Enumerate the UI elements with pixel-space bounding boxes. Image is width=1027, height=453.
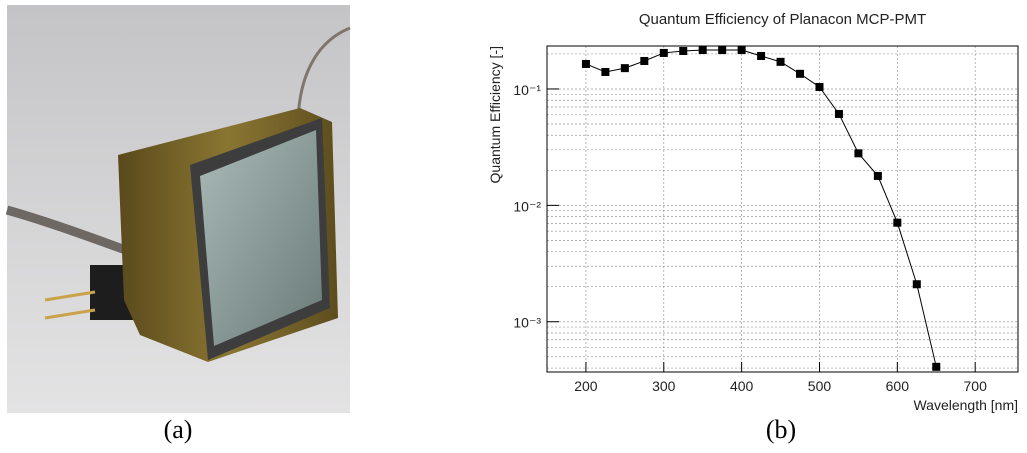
- y-axis-label: Quantum Efficiency [-]: [487, 46, 503, 183]
- chart-title: Quantum Efficiency of Planacon MCP-PMT: [639, 11, 926, 28]
- plot-frame: [546, 45, 1019, 373]
- marker: [679, 46, 688, 55]
- marker: [893, 218, 902, 227]
- marker: [834, 109, 843, 118]
- y-tick-label: 10⁻³: [513, 315, 541, 331]
- glass-window: [200, 130, 322, 346]
- pin: [44, 290, 96, 302]
- marker: [737, 46, 746, 55]
- marker: [659, 48, 668, 57]
- x-tick-label: 400: [730, 378, 754, 394]
- x-tick-label: 200: [574, 378, 598, 394]
- marker: [640, 56, 649, 65]
- x-tick-label: 700: [964, 378, 988, 394]
- pin: [44, 308, 96, 320]
- marker: [815, 82, 824, 91]
- x-axis-label: Wavelength [nm]: [913, 397, 1018, 413]
- marker: [776, 57, 785, 66]
- marker: [912, 280, 921, 289]
- photo: [5, 5, 351, 413]
- marker: [873, 171, 882, 180]
- y-tick-label: 10⁻¹: [513, 82, 541, 98]
- marker: [620, 64, 629, 73]
- marker: [581, 59, 590, 68]
- marker: [601, 67, 610, 76]
- y-tick-label: 10⁻²: [513, 198, 541, 214]
- marker: [718, 46, 727, 55]
- marker: [757, 51, 766, 60]
- x-tick-label: 300: [652, 378, 676, 394]
- marker: [854, 149, 863, 158]
- cable: [296, 26, 351, 121]
- data-line: [585, 49, 937, 367]
- chart: Quantum Efficiency of Planacon MCP-PMT 10…: [487, 11, 1019, 413]
- x-tick-label: 600: [886, 378, 910, 394]
- caption: (b): [766, 415, 796, 444]
- marker: [698, 46, 707, 55]
- x-tick-label: 500: [808, 378, 832, 394]
- marker: [932, 362, 941, 371]
- caption: (a): [164, 415, 193, 444]
- marker: [796, 69, 805, 78]
